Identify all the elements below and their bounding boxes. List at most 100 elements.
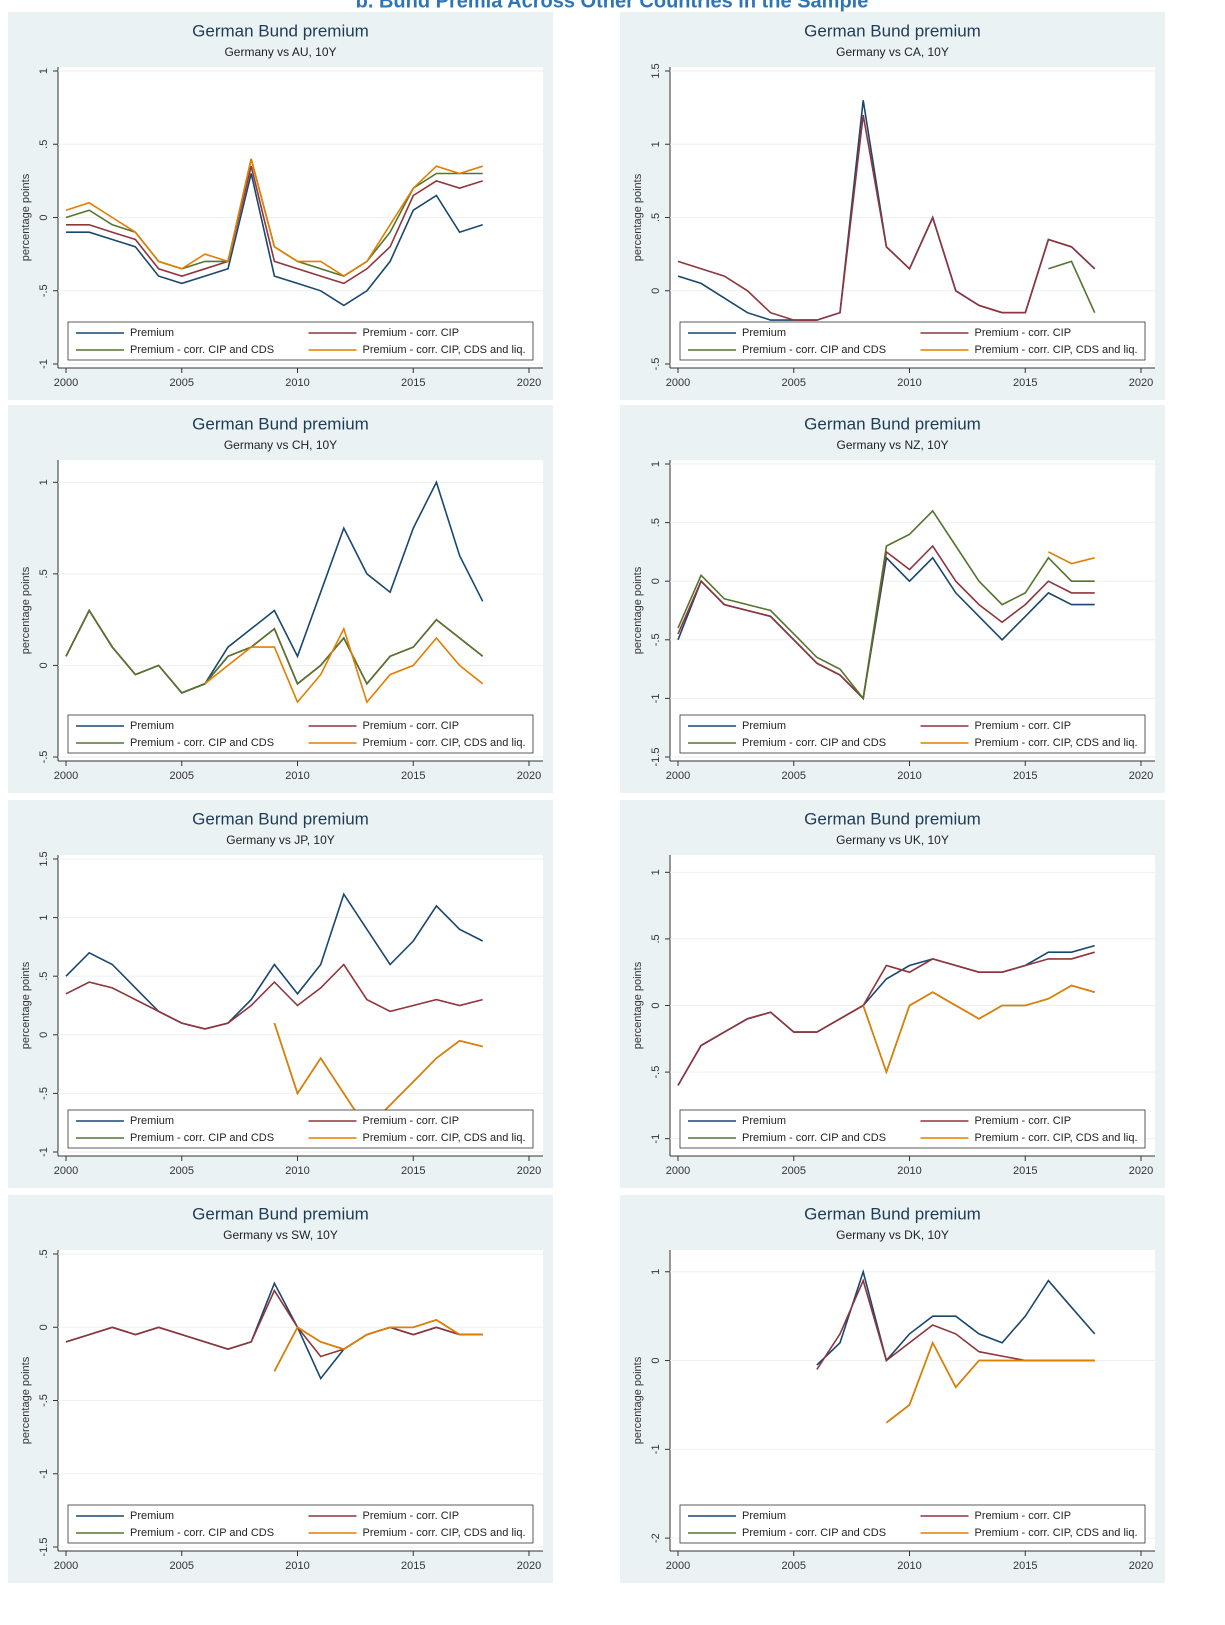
series-line xyxy=(677,951,1095,1086)
y-tick-label: 0 xyxy=(38,214,50,220)
x-tick-label: 2000 xyxy=(666,377,690,389)
chart-panel: German Bund premium Germany vs CH, 10Y per… xyxy=(8,405,553,793)
plot-area xyxy=(670,460,1155,761)
x-tick-label: 2015 xyxy=(1013,1560,1037,1572)
chart-panel: German Bund premium Germany vs UK, 10Y per… xyxy=(620,800,1165,1188)
x-tick-label: 2000 xyxy=(54,377,78,389)
series-line xyxy=(1048,551,1095,565)
legend-label: Premium - corr. CIP xyxy=(363,1510,460,1522)
legend-box xyxy=(679,714,1146,754)
chart-title: German Bund premium xyxy=(804,1204,981,1223)
y-axis-label: percentage points xyxy=(20,1356,32,1444)
y-tick-label: -1.5 xyxy=(650,748,662,767)
legend-label: Premium xyxy=(130,720,174,732)
chart-title: German Bund premium xyxy=(192,414,369,433)
legend-label: Premium - corr. CIP and CDS xyxy=(742,1527,886,1539)
x-tick-label: 2005 xyxy=(170,770,194,782)
x-tick-label: 2020 xyxy=(1129,770,1153,782)
y-tick-label: .5 xyxy=(38,569,50,578)
legend-label: Premium xyxy=(742,1115,786,1127)
y-tick-label: 1 xyxy=(650,141,662,147)
legend-label: Premium xyxy=(742,327,786,339)
legend-box xyxy=(679,1504,1146,1544)
legend-box xyxy=(679,1109,1146,1149)
chart-subtitle: Germany vs CH, 10Y xyxy=(224,438,337,452)
series-line xyxy=(65,963,483,1030)
chart-subtitle: Germany vs UK, 10Y xyxy=(836,833,949,847)
x-tick-label: 2000 xyxy=(54,1165,78,1177)
x-tick-label: 2010 xyxy=(285,377,309,389)
legend-label: Premium - corr. CIP xyxy=(363,327,460,339)
plot-area xyxy=(670,1250,1155,1551)
x-tick-label: 2015 xyxy=(401,377,425,389)
x-tick-label: 2020 xyxy=(1129,1560,1153,1572)
chart-title: German Bund premium xyxy=(804,414,981,433)
legend-label: Premium - corr. CIP, CDS and liq. xyxy=(975,344,1138,356)
y-tick-label: 0 xyxy=(38,1324,50,1330)
x-tick-label: 2005 xyxy=(782,770,806,782)
series-line xyxy=(204,626,484,704)
series-line xyxy=(65,1288,483,1358)
x-tick-label: 2000 xyxy=(666,1165,690,1177)
y-tick-label: -1 xyxy=(38,1147,50,1157)
y-tick-label: .5 xyxy=(38,972,50,981)
x-tick-label: 2020 xyxy=(517,1165,541,1177)
x-tick-label: 2005 xyxy=(170,377,194,389)
x-tick-label: 2000 xyxy=(666,770,690,782)
chart-panel: German Bund premium Germany vs JP, 10Y per… xyxy=(8,800,553,1188)
legend-label: Premium - corr. CIP and CDS xyxy=(742,344,886,356)
chart-subtitle: Germany vs NZ, 10Y xyxy=(836,438,948,452)
y-tick-label: 1.5 xyxy=(650,63,662,78)
x-tick-label: 2000 xyxy=(666,1560,690,1572)
y-tick-label: 0 xyxy=(38,662,50,668)
y-tick-label: .5 xyxy=(38,140,50,149)
legend-label: Premium - corr. CIP and CDS xyxy=(130,1132,274,1144)
y-tick-label: 0 xyxy=(650,1357,662,1363)
x-tick-label: 2010 xyxy=(285,770,309,782)
y-tick-label: -.5 xyxy=(38,751,50,764)
x-tick-label: 2000 xyxy=(54,1560,78,1572)
chart-title: German Bund premium xyxy=(804,21,981,40)
legend-box xyxy=(67,1504,534,1544)
x-tick-label: 2010 xyxy=(897,377,921,389)
y-axis-label: percentage points xyxy=(632,566,644,654)
chart-title: German Bund premium xyxy=(192,809,369,828)
x-tick-label: 2020 xyxy=(517,770,541,782)
y-tick-label: 1 xyxy=(38,915,50,921)
y-tick-label: 1 xyxy=(650,1269,662,1275)
y-tick-label: -.5 xyxy=(650,633,662,646)
y-axis-label: percentage points xyxy=(632,173,644,261)
y-tick-label: 0 xyxy=(650,1002,662,1008)
y-tick-label: .5 xyxy=(38,1249,50,1258)
x-tick-label: 2010 xyxy=(285,1165,309,1177)
y-tick-label: 1 xyxy=(650,461,662,467)
page-heading: b. Bund Premia Across Other Countries in… xyxy=(356,0,869,12)
y-axis-label: percentage points xyxy=(20,566,32,654)
x-tick-label: 2005 xyxy=(782,1560,806,1572)
x-tick-label: 2005 xyxy=(782,1165,806,1177)
y-tick-label: -1.5 xyxy=(38,1538,50,1557)
chart-subtitle: Germany vs JP, 10Y xyxy=(226,833,335,847)
series-line xyxy=(677,544,1095,701)
legend-label: Premium xyxy=(130,327,174,339)
x-tick-label: 2020 xyxy=(517,377,541,389)
y-tick-label: 0 xyxy=(650,288,662,294)
plot-area xyxy=(58,460,543,761)
legend-label: Premium - corr. CIP, CDS and liq. xyxy=(363,1527,526,1539)
y-tick-label: 1.5 xyxy=(38,851,50,866)
legend-label: Premium - corr. CIP xyxy=(975,1115,1072,1127)
legend-label: Premium - corr. CIP, CDS and liq. xyxy=(363,344,526,356)
y-tick-label: 1 xyxy=(38,68,50,74)
y-tick-label: -.5 xyxy=(38,284,50,297)
series-line xyxy=(677,114,1096,321)
legend-label: Premium - corr. CIP, CDS and liq. xyxy=(975,737,1138,749)
legend-label: Premium xyxy=(742,720,786,732)
legend-box xyxy=(67,1109,534,1149)
y-tick-label: 0 xyxy=(650,578,662,584)
x-tick-label: 2015 xyxy=(1013,770,1037,782)
series-line xyxy=(273,1319,483,1372)
y-tick-label: -1 xyxy=(38,359,50,369)
legend-label: Premium - corr. CIP, CDS and liq. xyxy=(975,1527,1138,1539)
x-tick-label: 2005 xyxy=(170,1560,194,1572)
